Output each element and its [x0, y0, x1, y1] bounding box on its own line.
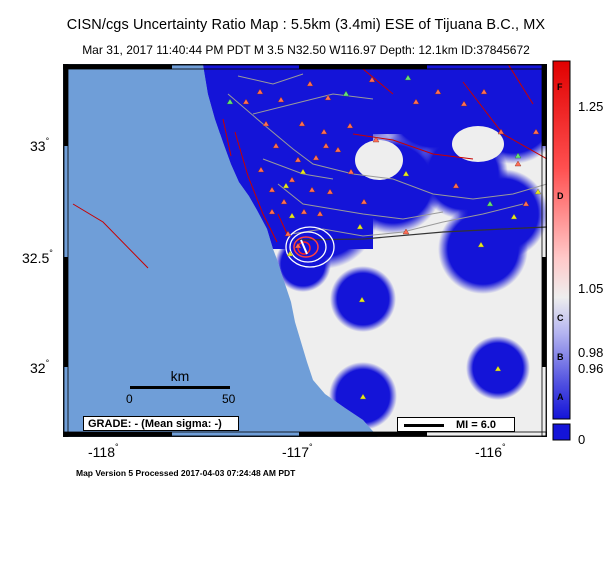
- lon-tick-label: -116°: [475, 442, 506, 460]
- grade-letter-c: C: [557, 313, 564, 323]
- map-frame: [63, 64, 547, 437]
- station-markers-red: [242, 76, 540, 249]
- border-line: [294, 226, 547, 241]
- grade-letter-b: B: [557, 352, 564, 362]
- scale-bar: km 0 50: [126, 368, 235, 410]
- mi-label: MI = 6.0: [456, 419, 497, 431]
- colorbar-label: 1.05: [578, 281, 604, 296]
- grade-legend: GRADE: - (Mean sigma: -): [83, 416, 239, 431]
- scale-line: [130, 386, 230, 389]
- uncertainty-map: [63, 64, 547, 437]
- grade-letter-d: D: [557, 191, 564, 201]
- colorbar-label: 0.98: [578, 345, 604, 360]
- colorbar-label: 0: [578, 432, 586, 447]
- mi-line-sample: [404, 424, 444, 427]
- grade-letter-a: A: [557, 392, 564, 402]
- map-border: [63, 64, 547, 437]
- colorbar-label: 1.25: [578, 99, 604, 114]
- lon-tick-label: -118°: [88, 442, 119, 460]
- lat-tick-label: 32°: [30, 358, 50, 376]
- grade-letter-f: F: [557, 82, 563, 92]
- map-version-footer: Map Version 5 Processed 2017-04-03 07:24…: [76, 468, 296, 478]
- mi-legend: MI = 6.0: [397, 417, 515, 432]
- map-subtitle: Mar 31, 2017 11:40:44 PM PDT M 3.5 N32.5…: [82, 43, 530, 57]
- road-network: [227, 73, 547, 237]
- station-markers-green: [226, 74, 522, 207]
- scale-max: 50: [222, 392, 236, 406]
- map-title: CISN/cgs Uncertainty Ratio Map : 5.5km (…: [66, 17, 546, 33]
- lat-tick-label: 33°: [30, 136, 50, 154]
- seismic-stations: [226, 74, 542, 400]
- colorbar-label: 0.96: [578, 361, 604, 376]
- lon-tick-label: -117°: [282, 442, 313, 460]
- uncertainty-color-scale: [552, 60, 572, 450]
- station-markers-yellow: [282, 168, 542, 400]
- scale-unit: km: [170, 368, 190, 384]
- scale-min: 0: [126, 392, 133, 406]
- lat-tick-label: 32.5°: [22, 248, 53, 266]
